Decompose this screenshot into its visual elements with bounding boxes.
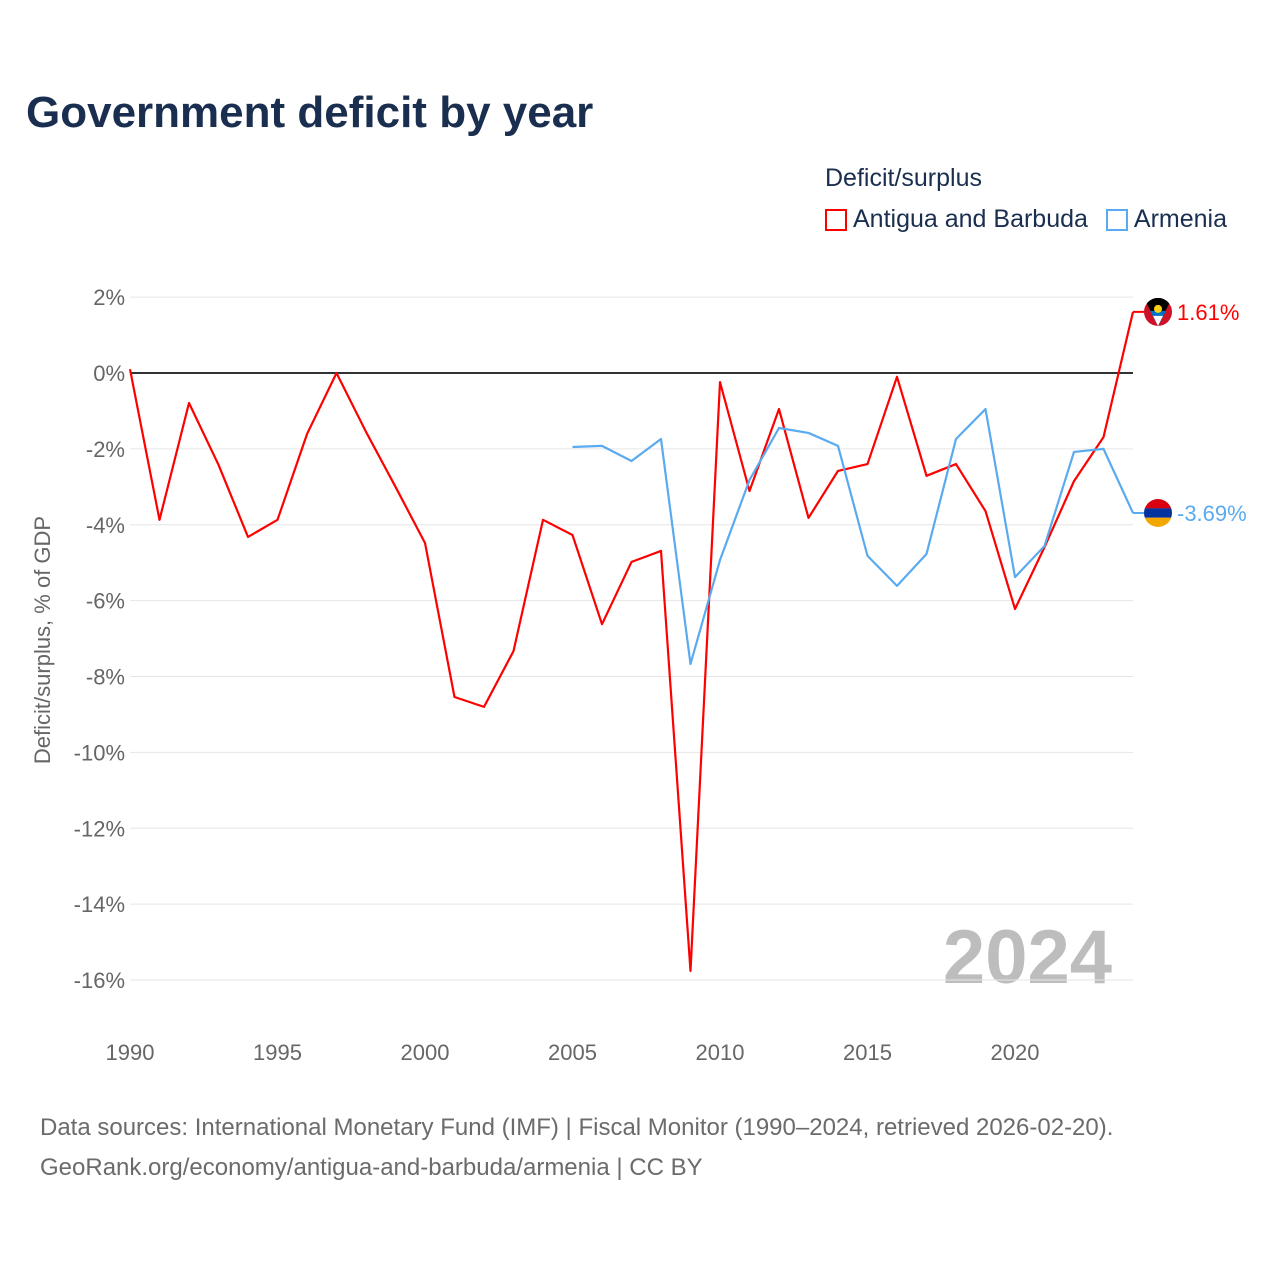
- antigua-flag-icon: [1144, 297, 1172, 326]
- x-tick-label: 2000: [401, 1040, 450, 1065]
- y-tick-label: -2%: [86, 437, 125, 462]
- legend: Antigua and Barbuda Armenia: [825, 205, 1227, 234]
- series-line-armenia: [572, 407, 1134, 666]
- y-tick-label: 0%: [93, 361, 125, 386]
- legend-item-antigua[interactable]: Antigua and Barbuda: [825, 205, 1088, 234]
- x-tick-label: 2010: [696, 1040, 745, 1065]
- y-tick-label: -14%: [74, 892, 125, 917]
- x-tick-label: 2020: [991, 1040, 1040, 1065]
- source-line-1: Data sources: International Monetary Fun…: [40, 1114, 1114, 1141]
- year-watermark: 2024: [943, 915, 1112, 1000]
- legend-swatch-armenia: [1105, 208, 1128, 231]
- y-tick-label: -16%: [74, 968, 125, 993]
- x-tick-label: 1995: [253, 1040, 302, 1065]
- legend-swatch-antigua: [825, 208, 847, 231]
- y-tick-label: -10%: [74, 740, 125, 765]
- x-tick-label: 1990: [106, 1040, 155, 1065]
- chart-title: Government deficit by year: [26, 88, 594, 137]
- x-tick-label: 2015: [843, 1040, 892, 1065]
- y-axis-label: Deficit/surplus, % of GDP: [30, 516, 55, 764]
- x-tick-label: 2005: [548, 1040, 597, 1065]
- end-value-label: 1.61%: [1177, 300, 1239, 325]
- source-line-2[interactable]: GeoRank.org/economy/antigua-and-barbuda/…: [40, 1154, 703, 1181]
- legend-title: Deficit/surplus: [825, 164, 982, 192]
- y-tick-label: 2%: [93, 285, 125, 310]
- end-value-label: -3.69%: [1177, 501, 1247, 526]
- armenia-flag-icon: [1144, 498, 1172, 527]
- y-tick-label: -12%: [74, 816, 125, 841]
- series-line-antigua: [128, 311, 1135, 973]
- legend-label-armenia: Armenia: [1133, 205, 1228, 233]
- source-note: Data sources: International Monetary Fun…: [40, 1108, 1113, 1188]
- y-tick-label: -6%: [86, 589, 125, 614]
- y-tick-label: -8%: [86, 665, 125, 690]
- legend-label-antigua: Antigua and Barbuda: [853, 205, 1088, 233]
- y-tick-label: -4%: [86, 513, 125, 538]
- legend-item-armenia[interactable]: Armenia: [1105, 205, 1228, 234]
